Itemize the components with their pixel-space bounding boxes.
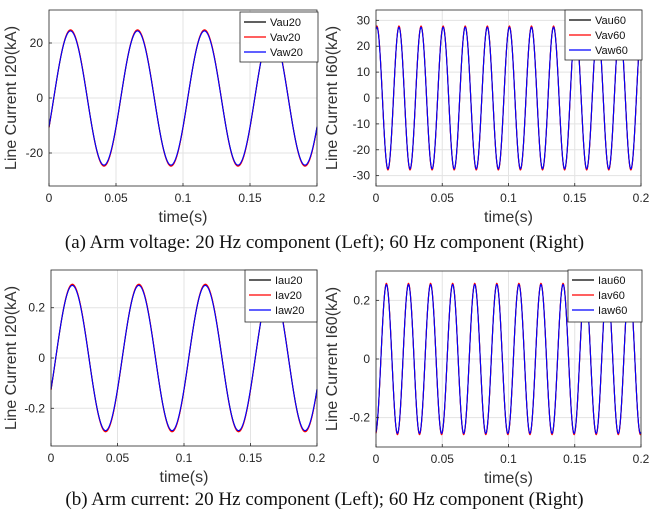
legend-box xyxy=(567,269,643,323)
x-axis-label: time(s) xyxy=(484,470,533,487)
chart-arm-current-20hz: 0 0.05 0.1 0.15 0.2 -0.2 0 0.2 time(s) Line Curre… xyxy=(3,269,326,486)
y-tick-label: -0.2 xyxy=(349,411,370,425)
y-tick-label: -10 xyxy=(353,117,371,131)
legend-label-vav20: Vav20 xyxy=(270,32,300,44)
x-tick-label: 0.2 xyxy=(633,452,649,466)
legend-label-iav60: Iav60 xyxy=(598,290,625,302)
y-tick-label: 0.2 xyxy=(353,293,370,307)
y-tick-label: 10 xyxy=(357,65,371,79)
y-axis-label: Line Current I60(kA) xyxy=(324,287,341,431)
y-axis-label: Line Current I20(kA) xyxy=(3,286,20,430)
x-tick-label: 0.15 xyxy=(238,191,262,205)
chart-arm-voltage-60hz: 0 0.05 0.1 0.15 0.2 -30 -20 -10 0 10 20 30 time(s) Li… xyxy=(324,9,649,226)
chart-arm-voltage-20hz: 0 0.05 0.1 0.15 0.2 -20 0 20 time(s) Line Current… xyxy=(3,9,326,226)
legend-label-vau20: Vau20 xyxy=(270,17,301,29)
y-tick-label: 0 xyxy=(36,91,43,105)
legend-label-iau20: Iau20 xyxy=(275,275,303,287)
y-tick-label: 0 xyxy=(363,352,370,366)
x-tick-label: 0.15 xyxy=(563,452,587,466)
y-tick-label: 20 xyxy=(357,39,371,53)
legend: Vau20 Vav20 Vaw20 xyxy=(239,11,319,63)
x-tick-label: 0.1 xyxy=(500,452,517,466)
legend-label-vaw20: Vaw20 xyxy=(270,47,303,59)
x-tick-label: 0.2 xyxy=(309,191,326,205)
x-tick-label: 0 xyxy=(48,451,55,465)
legend-label-iav20: Iav20 xyxy=(275,290,302,302)
x-tick-label: 0.2 xyxy=(309,451,326,465)
y-tick-label: -20 xyxy=(26,146,44,160)
legend-label-vau60: Vau60 xyxy=(595,15,626,27)
chart-arm-current-60hz: 0 0.05 0.1 0.15 0.2 -0.2 0 0.2 time(s) Line Curre… xyxy=(324,269,649,487)
y-tick-label: 20 xyxy=(30,36,44,50)
x-tick-label: 0.05 xyxy=(106,451,130,465)
x-tick-label: 0.05 xyxy=(104,191,128,205)
legend: Iau60 Iav60 Iaw60 xyxy=(567,269,643,323)
y-axis-label: Line Current I60(kA) xyxy=(324,26,341,170)
legend-label-vaw60: Vaw60 xyxy=(595,45,628,57)
x-tick-label: 0.05 xyxy=(431,452,455,466)
x-tick-label: 0 xyxy=(373,452,380,466)
legend-box xyxy=(244,269,318,323)
legend: Iau20 Iav20 Iaw20 xyxy=(244,269,318,323)
x-tick-label: 0 xyxy=(373,191,380,205)
x-tick-label: 0.1 xyxy=(176,451,193,465)
series-line-iaw60 xyxy=(375,283,642,435)
y-axis-label: Line Current I20(kA) xyxy=(3,26,20,170)
x-tick-label: 0.05 xyxy=(431,191,455,205)
x-tick-label: 0.15 xyxy=(563,191,587,205)
legend-label-iau60: Iau60 xyxy=(598,275,626,287)
legend-label-vav60: Vav60 xyxy=(595,30,625,42)
x-tick-label: 0.1 xyxy=(175,191,192,205)
y-tick-label: -20 xyxy=(353,143,371,157)
y-tick-label: -30 xyxy=(353,169,371,183)
caption-arm-voltage: (a) Arm voltage: 20 Hz component (Left);… xyxy=(64,232,585,253)
legend-label-iaw60: Iaw60 xyxy=(598,305,627,317)
y-tick-label: 0 xyxy=(38,351,45,365)
legend: Vau60 Vav60 Vaw60 xyxy=(564,9,643,61)
y-tick-label: 0.2 xyxy=(28,301,45,315)
x-tick-label: 0.1 xyxy=(500,191,517,205)
y-tick-label: 30 xyxy=(357,13,371,27)
x-tick-label: 0.2 xyxy=(633,191,649,205)
caption-arm-current: (b) Arm current: 20 Hz component (Left);… xyxy=(65,489,584,510)
y-tick-label: -0.2 xyxy=(24,401,45,415)
x-axis-label: time(s) xyxy=(159,209,208,226)
x-tick-label: 0.15 xyxy=(239,451,263,465)
legend-label-iaw20: Iaw20 xyxy=(275,305,304,317)
y-tick-label: 0 xyxy=(363,91,370,105)
x-axis-label: time(s) xyxy=(160,469,209,486)
x-axis-label: time(s) xyxy=(484,209,533,226)
x-tick-label: 0 xyxy=(46,191,53,205)
